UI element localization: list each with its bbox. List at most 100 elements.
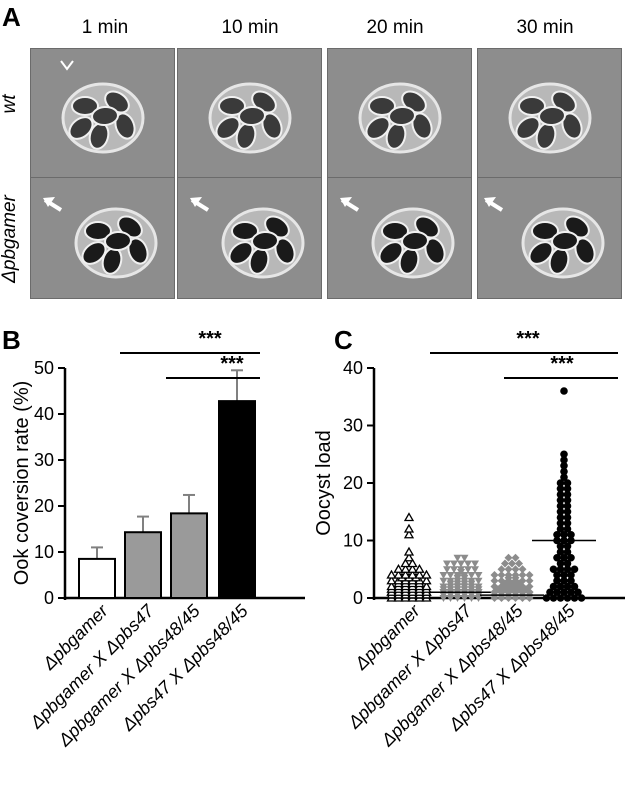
chart-c-point <box>563 479 572 487</box>
chart-c-point <box>556 542 565 551</box>
row-label-pbgamer: Δpbgamer <box>0 195 20 283</box>
cell-lobe <box>238 105 266 127</box>
chart-c-point <box>518 576 527 585</box>
chart-c-point <box>518 565 527 574</box>
chart-b-ytick-label: 20 <box>34 496 54 516</box>
chart-c-point <box>403 512 415 522</box>
chart-c-point <box>556 490 565 499</box>
cell-cluster <box>371 207 455 279</box>
micrograph-pbgamer-1 <box>177 177 322 299</box>
chart-c-point <box>439 583 448 591</box>
chart-c-point <box>553 576 561 585</box>
micrograph-pbgamer-0 <box>30 177 175 299</box>
chart-c-point <box>563 519 572 528</box>
chart-c-point <box>490 571 499 579</box>
cell-lobe <box>251 230 279 252</box>
chart-b-bar <box>78 557 116 599</box>
chart-c-point <box>563 559 572 568</box>
time-label-1min: 1 min <box>81 17 129 38</box>
chart-c-point <box>567 571 575 579</box>
cell-lobe <box>365 116 391 140</box>
chart-c-point <box>386 569 397 579</box>
chart-c-point <box>556 507 565 516</box>
chart-c-point <box>421 575 432 585</box>
chart-c-point <box>553 530 561 539</box>
chart-c-point <box>549 565 558 574</box>
chart-c-point <box>560 576 568 585</box>
chart-c-point <box>474 572 483 579</box>
chart-c-ylabel: Oocyst load <box>313 430 335 536</box>
chart-c-ytick-label: 30 <box>343 416 363 436</box>
cell-lobe <box>104 230 132 252</box>
chart-c-ytick-label: 0 <box>353 588 363 608</box>
micrograph-wt-3 <box>477 48 622 178</box>
time-label-10min: 10 min <box>221 17 279 38</box>
chart-c-point <box>553 588 561 597</box>
micrograph-wt-2 <box>327 48 472 178</box>
chart-c-point <box>570 582 579 591</box>
chart-c-point <box>560 571 568 579</box>
cell-lobe <box>71 96 99 116</box>
white-arrow-head-icon <box>190 197 202 207</box>
chart-c-point <box>560 387 568 395</box>
chart-c-point <box>450 566 458 574</box>
white-arrow-head-icon <box>43 197 55 207</box>
chart-b-bar <box>218 400 256 600</box>
chart-c-ytick-label: 40 <box>343 358 363 378</box>
chart-c-point <box>563 525 572 533</box>
chart-b-ytick-label: 50 <box>34 358 54 378</box>
chart-c-point <box>443 566 451 574</box>
chart-c-point <box>560 588 568 597</box>
chart-c-point <box>504 553 513 562</box>
chart-c-point <box>393 569 404 579</box>
chart-c-point <box>497 571 506 579</box>
chart-c-point <box>501 559 509 568</box>
panel-c-letter: C <box>334 325 353 355</box>
chart-c-point <box>556 519 565 528</box>
chart-c-point <box>511 571 520 579</box>
chart-c-point <box>556 496 565 505</box>
cell-lobe <box>368 96 396 116</box>
chart-c-point <box>403 552 415 562</box>
chart-c-point <box>556 502 565 510</box>
cell-lobe <box>274 237 296 265</box>
chart-c-point <box>457 560 465 568</box>
chart-c-point <box>490 582 499 591</box>
chart-c-point <box>546 588 554 597</box>
chart-c-point <box>560 467 568 476</box>
chart-c-point <box>439 572 448 579</box>
chart-c-point <box>511 553 520 562</box>
chart-c-point <box>560 461 568 470</box>
chart-c-point <box>407 563 418 573</box>
cell-cluster <box>208 82 292 154</box>
cell-lobe <box>114 112 136 140</box>
chart-c-point <box>453 554 462 562</box>
chart-c-point <box>511 565 520 574</box>
cell-lobe <box>218 96 246 116</box>
cell-cluster <box>221 207 305 279</box>
cell-lobe <box>378 241 404 265</box>
chart-c-point <box>553 553 561 562</box>
chart-c-point <box>574 588 582 597</box>
chart-c-point <box>563 542 572 551</box>
chart-c-point <box>414 563 425 573</box>
chart-c-point <box>403 529 415 539</box>
micrograph-wt-1 <box>177 48 322 178</box>
chart-c-point <box>443 560 451 568</box>
cell-lobe <box>424 237 446 265</box>
cell-lobe <box>261 112 283 140</box>
cell-cluster <box>61 82 145 154</box>
chart-c-point <box>563 496 572 505</box>
cell-lobe <box>561 112 583 140</box>
chart-c-point <box>460 554 469 562</box>
chart-c-point <box>518 571 527 579</box>
chart-c-point <box>421 581 432 591</box>
cell-lobe <box>68 116 94 140</box>
cell-lobe <box>411 112 433 140</box>
time-label-30min: 30 min <box>516 17 574 38</box>
cell-lobe <box>538 105 566 127</box>
chart-b-bar <box>124 531 162 599</box>
chart-b-ytick-label: 30 <box>34 450 54 470</box>
chart-c-point <box>400 569 411 579</box>
chart-c-point <box>556 565 565 574</box>
